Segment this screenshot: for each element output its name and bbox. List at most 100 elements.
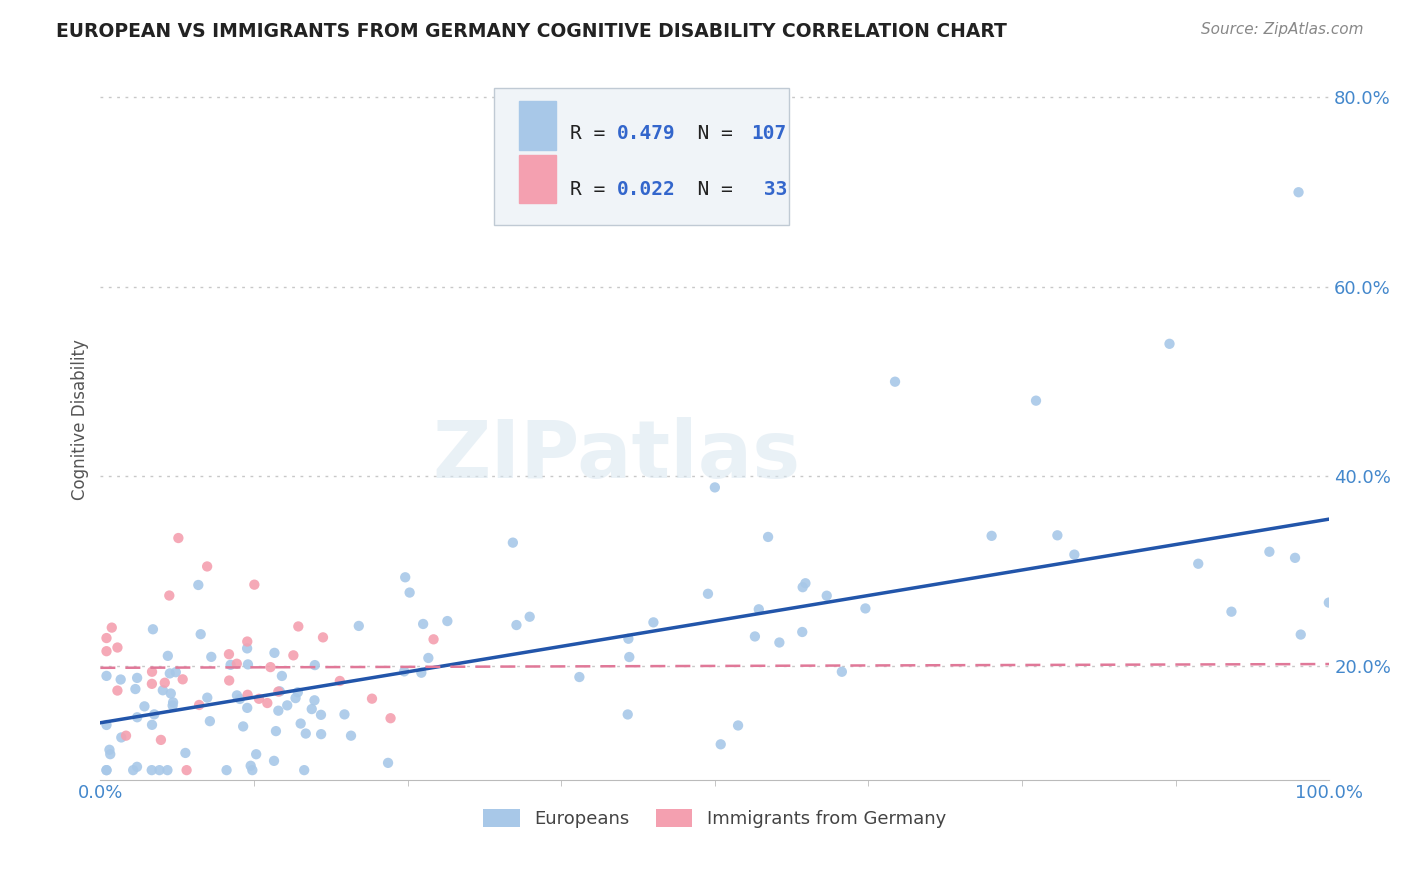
Point (156, 648, 179, 663)
Text: 0.022: 0.022 (616, 179, 675, 199)
Point (236, 688, 259, 702)
Point (110, 673, 132, 687)
Text: EUROPEAN VS IMMIGRANTS FROM GERMANY COGNITIVE DISABILITY CORRELATION CHART: EUROPEAN VS IMMIGRANTS FROM GERMANY COGN… (56, 22, 1007, 41)
Point (107, 640, 129, 655)
Point (96, 631, 118, 645)
Point (290, 716, 312, 731)
Point (156, 763, 179, 777)
Point (125, 760, 148, 774)
FancyBboxPatch shape (519, 154, 557, 202)
Point (347, 619, 370, 633)
Point (124, 681, 146, 696)
Text: 33: 33 (752, 179, 787, 199)
Point (96, 763, 118, 777)
Point (162, 698, 184, 713)
Point (309, 727, 332, 741)
Point (96, 718, 118, 732)
Point (1159, 336, 1181, 351)
Point (333, 707, 356, 722)
Text: R =: R = (569, 179, 617, 199)
Point (218, 647, 240, 661)
Point (165, 665, 187, 680)
Point (697, 587, 720, 601)
Point (215, 763, 238, 777)
Point (101, 621, 124, 635)
Point (225, 657, 247, 671)
Point (195, 559, 218, 574)
Point (264, 724, 287, 739)
Point (270, 669, 292, 683)
Point (398, 585, 420, 599)
Point (1289, 627, 1312, 641)
Point (236, 641, 259, 656)
Point (107, 683, 129, 698)
Point (219, 657, 242, 672)
Legend: Europeans, Immigrants from Germany: Europeans, Immigrants from Germany (477, 802, 953, 836)
Point (195, 690, 218, 705)
Point (340, 729, 363, 743)
Point (1220, 605, 1243, 619)
Point (236, 657, 259, 672)
Y-axis label: Cognitive Disability: Cognitive Disability (72, 339, 89, 500)
Point (361, 691, 384, 706)
Text: ZIPatlas: ZIPatlas (433, 417, 800, 494)
Point (162, 695, 184, 709)
Point (616, 707, 638, 722)
Point (152, 683, 174, 698)
Point (245, 747, 267, 762)
FancyBboxPatch shape (519, 102, 557, 150)
Point (619, 650, 641, 665)
Point (218, 673, 240, 688)
Point (748, 602, 770, 616)
Text: Source: ZipAtlas.com: Source: ZipAtlas.com (1201, 22, 1364, 37)
Point (188, 698, 211, 712)
Point (232, 719, 254, 733)
Point (236, 634, 259, 648)
Point (283, 648, 305, 663)
FancyBboxPatch shape (494, 88, 789, 225)
Point (309, 707, 332, 722)
Point (294, 726, 316, 740)
Point (143, 707, 166, 722)
Point (141, 665, 163, 679)
Point (141, 718, 163, 732)
Point (240, 763, 263, 777)
Point (263, 646, 285, 660)
Point (794, 576, 817, 591)
Point (98, 747, 121, 761)
Point (287, 685, 309, 699)
Point (190, 627, 212, 641)
Point (312, 631, 335, 645)
Point (304, 658, 326, 673)
Point (267, 684, 290, 698)
Point (96, 669, 118, 683)
Point (256, 696, 278, 710)
Point (141, 677, 163, 691)
Point (1025, 393, 1047, 408)
Point (418, 651, 440, 665)
Text: 0.479: 0.479 (616, 123, 675, 143)
Point (394, 570, 416, 584)
Point (568, 670, 591, 684)
Point (267, 704, 290, 718)
Point (643, 615, 665, 630)
Point (287, 619, 309, 633)
Point (200, 649, 222, 664)
Point (703, 480, 725, 494)
Point (1284, 550, 1306, 565)
Point (263, 754, 285, 768)
Point (505, 618, 527, 632)
Point (617, 632, 640, 646)
Point (176, 763, 198, 777)
Point (115, 729, 138, 743)
Point (243, 577, 266, 591)
Point (167, 531, 190, 545)
Point (1046, 528, 1069, 542)
Point (122, 763, 145, 777)
Point (377, 756, 399, 770)
Point (744, 630, 766, 644)
Point (149, 732, 172, 747)
Point (98, 743, 121, 757)
Point (159, 666, 181, 681)
Point (141, 763, 163, 777)
